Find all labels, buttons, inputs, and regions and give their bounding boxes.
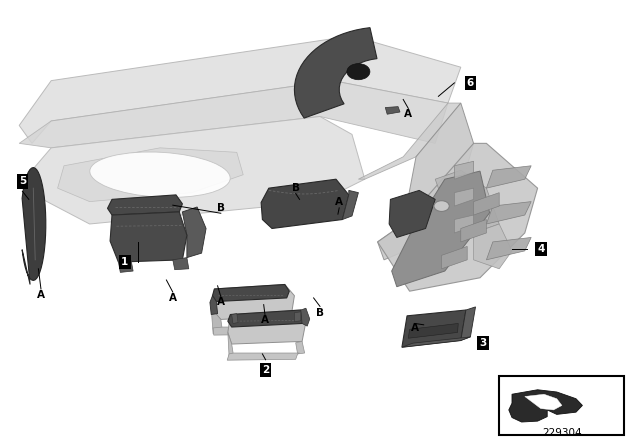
- Polygon shape: [435, 170, 499, 233]
- Text: 6: 6: [467, 78, 474, 88]
- Text: 3: 3: [479, 338, 487, 348]
- Polygon shape: [32, 116, 365, 224]
- Text: A: A: [217, 297, 225, 307]
- Text: 4: 4: [537, 244, 545, 254]
- Polygon shape: [486, 202, 531, 224]
- Polygon shape: [461, 307, 476, 340]
- Polygon shape: [358, 103, 461, 179]
- Text: A: A: [411, 323, 419, 333]
- Text: B: B: [316, 308, 324, 318]
- Polygon shape: [408, 323, 458, 338]
- Polygon shape: [454, 188, 474, 206]
- Text: 1: 1: [121, 257, 129, 267]
- Polygon shape: [392, 171, 490, 287]
- Polygon shape: [232, 314, 238, 323]
- Polygon shape: [454, 161, 474, 179]
- Polygon shape: [378, 103, 474, 260]
- Polygon shape: [212, 284, 289, 302]
- Text: A: A: [335, 198, 343, 207]
- Polygon shape: [509, 390, 582, 422]
- Polygon shape: [454, 215, 474, 233]
- Text: 2: 2: [262, 365, 269, 375]
- Text: A: A: [169, 293, 177, 303]
- Polygon shape: [211, 284, 294, 319]
- Polygon shape: [58, 148, 243, 202]
- Polygon shape: [402, 310, 466, 347]
- Polygon shape: [173, 258, 189, 270]
- Text: B: B: [217, 203, 225, 213]
- Polygon shape: [486, 166, 531, 188]
- Text: A: A: [261, 315, 269, 325]
- Polygon shape: [294, 28, 377, 118]
- Polygon shape: [474, 224, 512, 269]
- Polygon shape: [228, 332, 234, 357]
- Polygon shape: [284, 316, 294, 328]
- Polygon shape: [296, 341, 305, 354]
- Polygon shape: [378, 143, 538, 291]
- Text: 5: 5: [19, 177, 26, 186]
- Polygon shape: [294, 312, 301, 322]
- Polygon shape: [342, 190, 358, 220]
- FancyBboxPatch shape: [499, 376, 624, 435]
- Polygon shape: [385, 107, 400, 114]
- Polygon shape: [210, 296, 218, 314]
- Polygon shape: [228, 310, 305, 327]
- Polygon shape: [301, 308, 310, 326]
- Polygon shape: [118, 261, 133, 272]
- Text: A: A: [404, 109, 412, 119]
- Polygon shape: [227, 353, 300, 360]
- Polygon shape: [474, 193, 499, 215]
- Polygon shape: [19, 81, 448, 148]
- Text: B: B: [292, 183, 300, 193]
- Polygon shape: [389, 190, 435, 237]
- Polygon shape: [108, 195, 182, 215]
- Polygon shape: [525, 394, 562, 410]
- Circle shape: [434, 201, 449, 211]
- Ellipse shape: [90, 152, 230, 198]
- Text: A: A: [37, 290, 45, 300]
- Polygon shape: [486, 237, 531, 260]
- Text: 229304: 229304: [542, 428, 582, 438]
- Polygon shape: [461, 220, 486, 242]
- Polygon shape: [211, 308, 223, 334]
- Polygon shape: [110, 212, 187, 262]
- Polygon shape: [182, 207, 206, 258]
- Polygon shape: [213, 327, 289, 335]
- Circle shape: [347, 64, 370, 80]
- Polygon shape: [22, 168, 46, 284]
- Polygon shape: [442, 246, 467, 269]
- Polygon shape: [261, 179, 349, 228]
- Polygon shape: [402, 337, 470, 347]
- Polygon shape: [228, 310, 306, 344]
- Polygon shape: [19, 36, 461, 143]
